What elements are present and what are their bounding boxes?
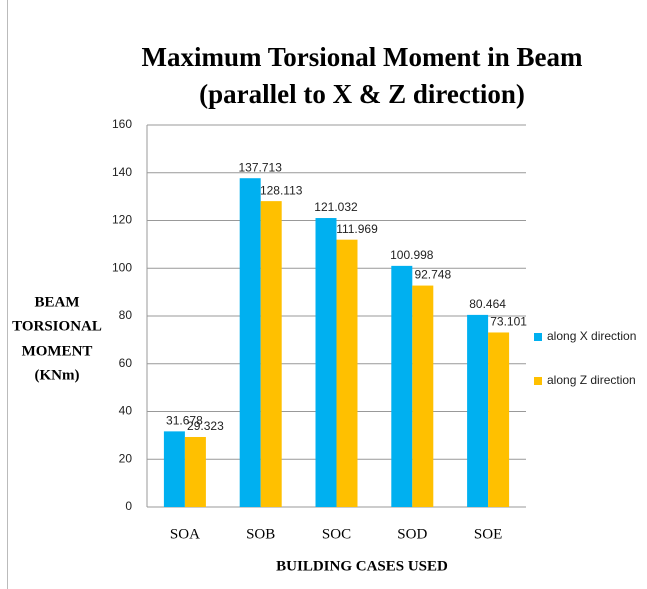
y-tick-label: 0 <box>125 499 132 513</box>
y-axis-title: BEAM <box>35 294 80 310</box>
y-axis-title: MOMENT <box>22 343 93 359</box>
x-tick-label: SOB <box>246 526 275 542</box>
bar <box>467 314 489 507</box>
data-label: 29.323 <box>187 419 224 433</box>
y-tick-label: 120 <box>112 213 132 227</box>
y-tick-label: 100 <box>112 260 132 274</box>
y-tick-label: 160 <box>112 117 132 131</box>
y-tick-label: 140 <box>112 165 132 179</box>
y-tick-label: 60 <box>119 356 133 370</box>
bar <box>315 218 337 507</box>
x-tick-label: SOC <box>322 526 351 542</box>
bar <box>336 239 358 507</box>
x-tick-label: SOD <box>397 526 427 542</box>
chart-title: Maximum Torsional Moment in Beam <box>141 42 583 72</box>
bar <box>260 201 282 507</box>
data-label: 137.713 <box>239 160 283 174</box>
data-label: 128.113 <box>260 183 303 197</box>
data-label: 31.678 <box>166 414 203 428</box>
bar <box>488 332 510 507</box>
y-axis-title: (KNm) <box>35 367 80 383</box>
y-tick-label: 80 <box>119 308 133 322</box>
bar <box>163 431 185 507</box>
data-label: 100.998 <box>390 248 434 262</box>
data-label: 80.464 <box>469 297 506 311</box>
bar <box>412 285 434 507</box>
data-label: 92.748 <box>414 268 451 282</box>
legend-swatch <box>534 333 542 341</box>
legend-label: along Z direction <box>547 373 636 387</box>
legend-label: along X direction <box>547 329 636 343</box>
data-label: 73.101 <box>490 315 527 329</box>
x-tick-label: SOE <box>474 526 502 542</box>
x-tick-label: SOA <box>170 526 200 542</box>
bar <box>184 436 206 507</box>
y-tick-label: 20 <box>119 451 133 465</box>
data-label: 121.032 <box>314 200 358 214</box>
bar <box>239 178 261 507</box>
bar <box>391 265 413 507</box>
legend-swatch <box>534 377 542 385</box>
chart-title: (parallel to X & Z direction) <box>199 79 525 109</box>
y-tick-label: 40 <box>119 404 133 418</box>
y-axis-title: TORSIONAL <box>12 318 102 334</box>
x-axis-title: BUILDING CASES USED <box>276 558 448 574</box>
data-label: 111.969 <box>336 222 378 236</box>
